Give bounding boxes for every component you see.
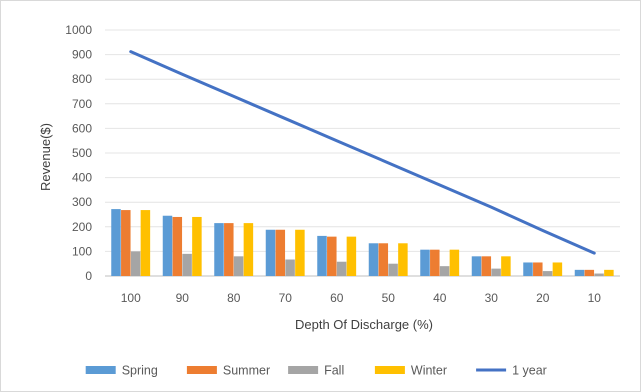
- bar-winter-10: [604, 269, 614, 276]
- bar-summer-80: [224, 223, 234, 276]
- bar-fall-90: [182, 253, 192, 276]
- x-tick-label: 100: [121, 291, 141, 305]
- bar-summer-50: [378, 243, 389, 276]
- bar-series: [111, 209, 614, 276]
- y-tick-label: 900: [72, 48, 92, 62]
- bar-summer-60: [327, 236, 337, 276]
- bar-winter-70: [295, 229, 305, 276]
- bar-fall-30: [491, 268, 501, 276]
- x-tick-label: 40: [433, 291, 447, 305]
- bar-spring-100: [111, 209, 121, 276]
- bar-winter-20: [552, 262, 563, 276]
- bar-spring-30: [471, 256, 482, 276]
- legend-label-summer: Summer: [223, 364, 270, 378]
- bar-winter-40: [449, 249, 460, 276]
- y-tick-label: 800: [72, 72, 92, 86]
- bar-winter-90: [192, 216, 202, 276]
- bar-fall-70: [285, 259, 295, 276]
- bar-summer-20: [533, 262, 543, 276]
- y-tick-label: 400: [72, 171, 92, 185]
- x-tick-label: 60: [330, 291, 344, 305]
- legend-swatch-fall: [288, 366, 319, 374]
- legend-label-spring: Spring: [122, 364, 158, 378]
- bar-summer-100: [121, 210, 131, 276]
- legend-swatch-winter: [374, 366, 405, 374]
- bar-fall-50: [388, 263, 398, 276]
- bar-spring-50: [368, 243, 379, 276]
- y-axis-ticks: 0 100 200 300 400 500 600 700 800 900 1000: [65, 23, 92, 283]
- legend: Spring Summer Fall Winter 1 year: [85, 364, 547, 378]
- bar-fall-80: [233, 256, 244, 276]
- y-tick-label: 600: [72, 121, 92, 135]
- y-tick-label: 300: [72, 195, 92, 209]
- y-tick-label: 200: [72, 220, 92, 234]
- line-1-year: [129, 50, 596, 255]
- legend-label-fall: Fall: [324, 364, 344, 378]
- bar-summer-30: [481, 256, 492, 276]
- bar-spring-90: [162, 215, 173, 276]
- bar-winter-100: [140, 210, 151, 276]
- y-tick-label: 100: [72, 244, 92, 258]
- bar-winter-30: [501, 256, 511, 276]
- x-tick-label: 70: [279, 291, 293, 305]
- bar-fall-40: [439, 266, 450, 276]
- x-axis-ticks: 100 90 80 70 60 50 40 30 20 10: [121, 291, 602, 305]
- bar-fall-60: [336, 261, 347, 276]
- bar-winter-60: [346, 236, 357, 276]
- bar-fall-20: [542, 271, 553, 276]
- legend-swatch-spring: [85, 366, 116, 374]
- y-axis-title: Revenue($): [38, 123, 53, 191]
- x-tick-label: 10: [588, 291, 602, 305]
- bar-spring-10: [574, 269, 585, 276]
- line-series: [129, 50, 596, 255]
- y-tick-label: 700: [72, 97, 92, 111]
- bar-spring-60: [317, 235, 327, 276]
- x-tick-label: 50: [382, 291, 396, 305]
- bar-spring-20: [523, 262, 533, 276]
- y-tick-label: 500: [72, 146, 92, 160]
- bar-fall-10: [594, 273, 604, 276]
- bar-summer-70: [275, 229, 286, 276]
- x-axis-title: Depth Of Discharge (%): [295, 317, 433, 332]
- x-tick-label: 90: [176, 291, 190, 305]
- legend-label-1-year: 1 year: [512, 364, 547, 378]
- legend-swatch-summer: [186, 366, 217, 374]
- bar-summer-90: [172, 216, 183, 276]
- legend-label-winter: Winter: [411, 364, 447, 378]
- bar-summer-10: [584, 269, 595, 276]
- bar-fall-100: [130, 251, 141, 276]
- bar-winter-80: [243, 223, 254, 276]
- bar-winter-50: [398, 243, 408, 276]
- y-tick-label: 1000: [65, 23, 92, 37]
- bar-summer-40: [430, 249, 440, 276]
- y-tick-label: 0: [85, 269, 92, 283]
- bar-spring-80: [214, 223, 224, 276]
- bar-spring-70: [265, 229, 276, 276]
- x-tick-label: 20: [536, 291, 550, 305]
- bar-spring-40: [420, 249, 430, 276]
- x-tick-label: 30: [485, 291, 499, 305]
- x-tick-label: 80: [227, 291, 241, 305]
